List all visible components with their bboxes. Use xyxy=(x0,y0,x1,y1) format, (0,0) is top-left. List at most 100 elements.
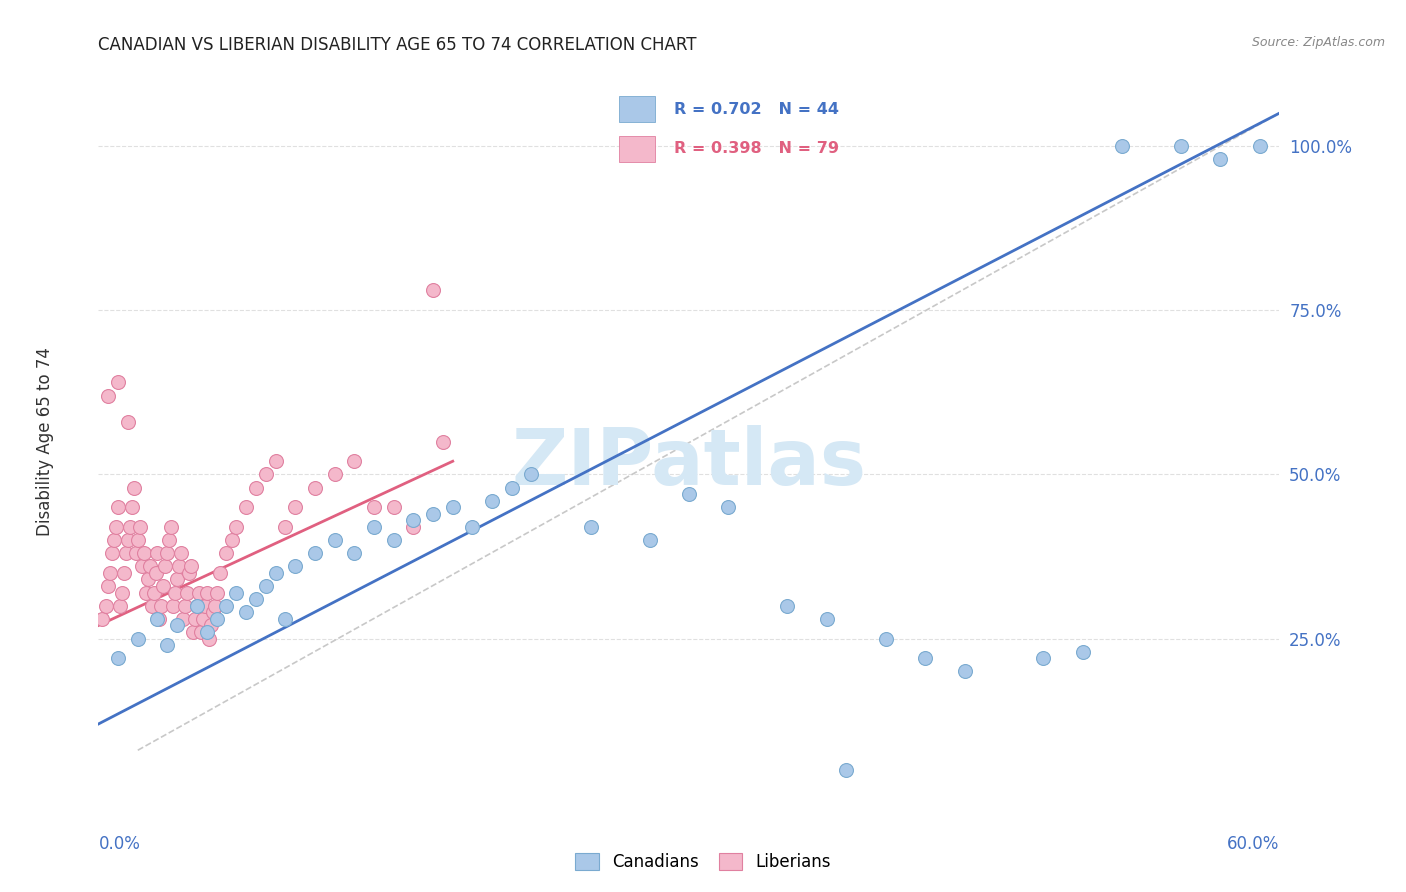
Point xyxy=(225,520,247,534)
Point xyxy=(1071,645,1094,659)
Point xyxy=(776,599,799,613)
Point xyxy=(176,585,198,599)
Point xyxy=(117,533,139,547)
Point xyxy=(135,585,157,599)
Point xyxy=(166,573,188,587)
Point xyxy=(284,500,307,515)
Point xyxy=(190,625,212,640)
Point xyxy=(382,533,405,547)
Point xyxy=(148,612,170,626)
Point xyxy=(343,454,366,468)
Point xyxy=(205,612,228,626)
Text: 60.0%: 60.0% xyxy=(1227,835,1279,854)
Point xyxy=(264,566,287,580)
Legend: Canadians, Liberians: Canadians, Liberians xyxy=(567,845,839,880)
Point xyxy=(174,599,197,613)
Point xyxy=(481,493,503,508)
Point xyxy=(117,415,139,429)
Point xyxy=(128,520,150,534)
Point xyxy=(91,612,114,626)
Point xyxy=(107,651,129,665)
Point xyxy=(323,533,346,547)
Point xyxy=(363,500,385,515)
Point xyxy=(215,599,238,613)
Point xyxy=(156,546,179,560)
Point xyxy=(245,592,267,607)
Point xyxy=(107,500,129,515)
Point xyxy=(209,566,232,580)
Point xyxy=(235,500,257,515)
Point xyxy=(105,520,128,534)
Point xyxy=(177,566,200,580)
Point xyxy=(136,573,159,587)
Point xyxy=(118,520,141,534)
Point xyxy=(162,599,184,613)
Point xyxy=(127,632,149,646)
Point xyxy=(221,533,243,547)
Point xyxy=(170,546,193,560)
Point xyxy=(717,500,740,515)
Point xyxy=(422,507,444,521)
Point xyxy=(274,612,297,626)
Point xyxy=(146,612,169,626)
Point xyxy=(184,612,207,626)
Point xyxy=(402,520,425,534)
Point xyxy=(146,546,169,560)
Point xyxy=(343,546,366,560)
Point xyxy=(304,481,326,495)
Point xyxy=(432,434,454,449)
Point xyxy=(197,632,219,646)
Point xyxy=(215,546,238,560)
Point xyxy=(165,585,187,599)
Point xyxy=(111,585,134,599)
Point xyxy=(112,566,135,580)
Point xyxy=(304,546,326,560)
Point xyxy=(200,618,222,632)
Point xyxy=(501,481,523,495)
Point xyxy=(323,467,346,482)
Point xyxy=(402,513,425,527)
Point xyxy=(254,579,277,593)
Point xyxy=(225,585,247,599)
Point xyxy=(125,546,148,560)
Point xyxy=(191,612,214,626)
Point xyxy=(235,605,257,619)
Point xyxy=(274,520,297,534)
Point xyxy=(1170,139,1192,153)
Point xyxy=(195,585,218,599)
Point xyxy=(186,599,208,613)
Point xyxy=(157,533,180,547)
Point xyxy=(150,599,173,613)
Point xyxy=(195,625,218,640)
Point xyxy=(520,467,543,482)
Point xyxy=(152,579,174,593)
Point xyxy=(186,599,208,613)
Point xyxy=(914,651,936,665)
Point xyxy=(138,559,160,574)
Point xyxy=(194,599,217,613)
Point xyxy=(98,566,121,580)
Text: Disability Age 65 to 74: Disability Age 65 to 74 xyxy=(37,347,55,536)
Point xyxy=(461,520,484,534)
Point xyxy=(172,612,194,626)
Point xyxy=(180,559,202,574)
Point xyxy=(167,559,190,574)
Point xyxy=(97,388,120,402)
Text: 0.0%: 0.0% xyxy=(98,835,141,854)
Point xyxy=(1249,139,1271,153)
Point xyxy=(204,599,226,613)
Point xyxy=(284,559,307,574)
Point xyxy=(1032,651,1054,665)
Point xyxy=(142,585,165,599)
Point xyxy=(422,284,444,298)
Point xyxy=(181,625,204,640)
Point xyxy=(155,559,177,574)
Point xyxy=(264,454,287,468)
Point xyxy=(678,487,700,501)
Point xyxy=(815,612,838,626)
Point xyxy=(245,481,267,495)
Point xyxy=(122,481,145,495)
Point xyxy=(108,599,131,613)
Point xyxy=(97,579,120,593)
Point xyxy=(96,599,118,613)
